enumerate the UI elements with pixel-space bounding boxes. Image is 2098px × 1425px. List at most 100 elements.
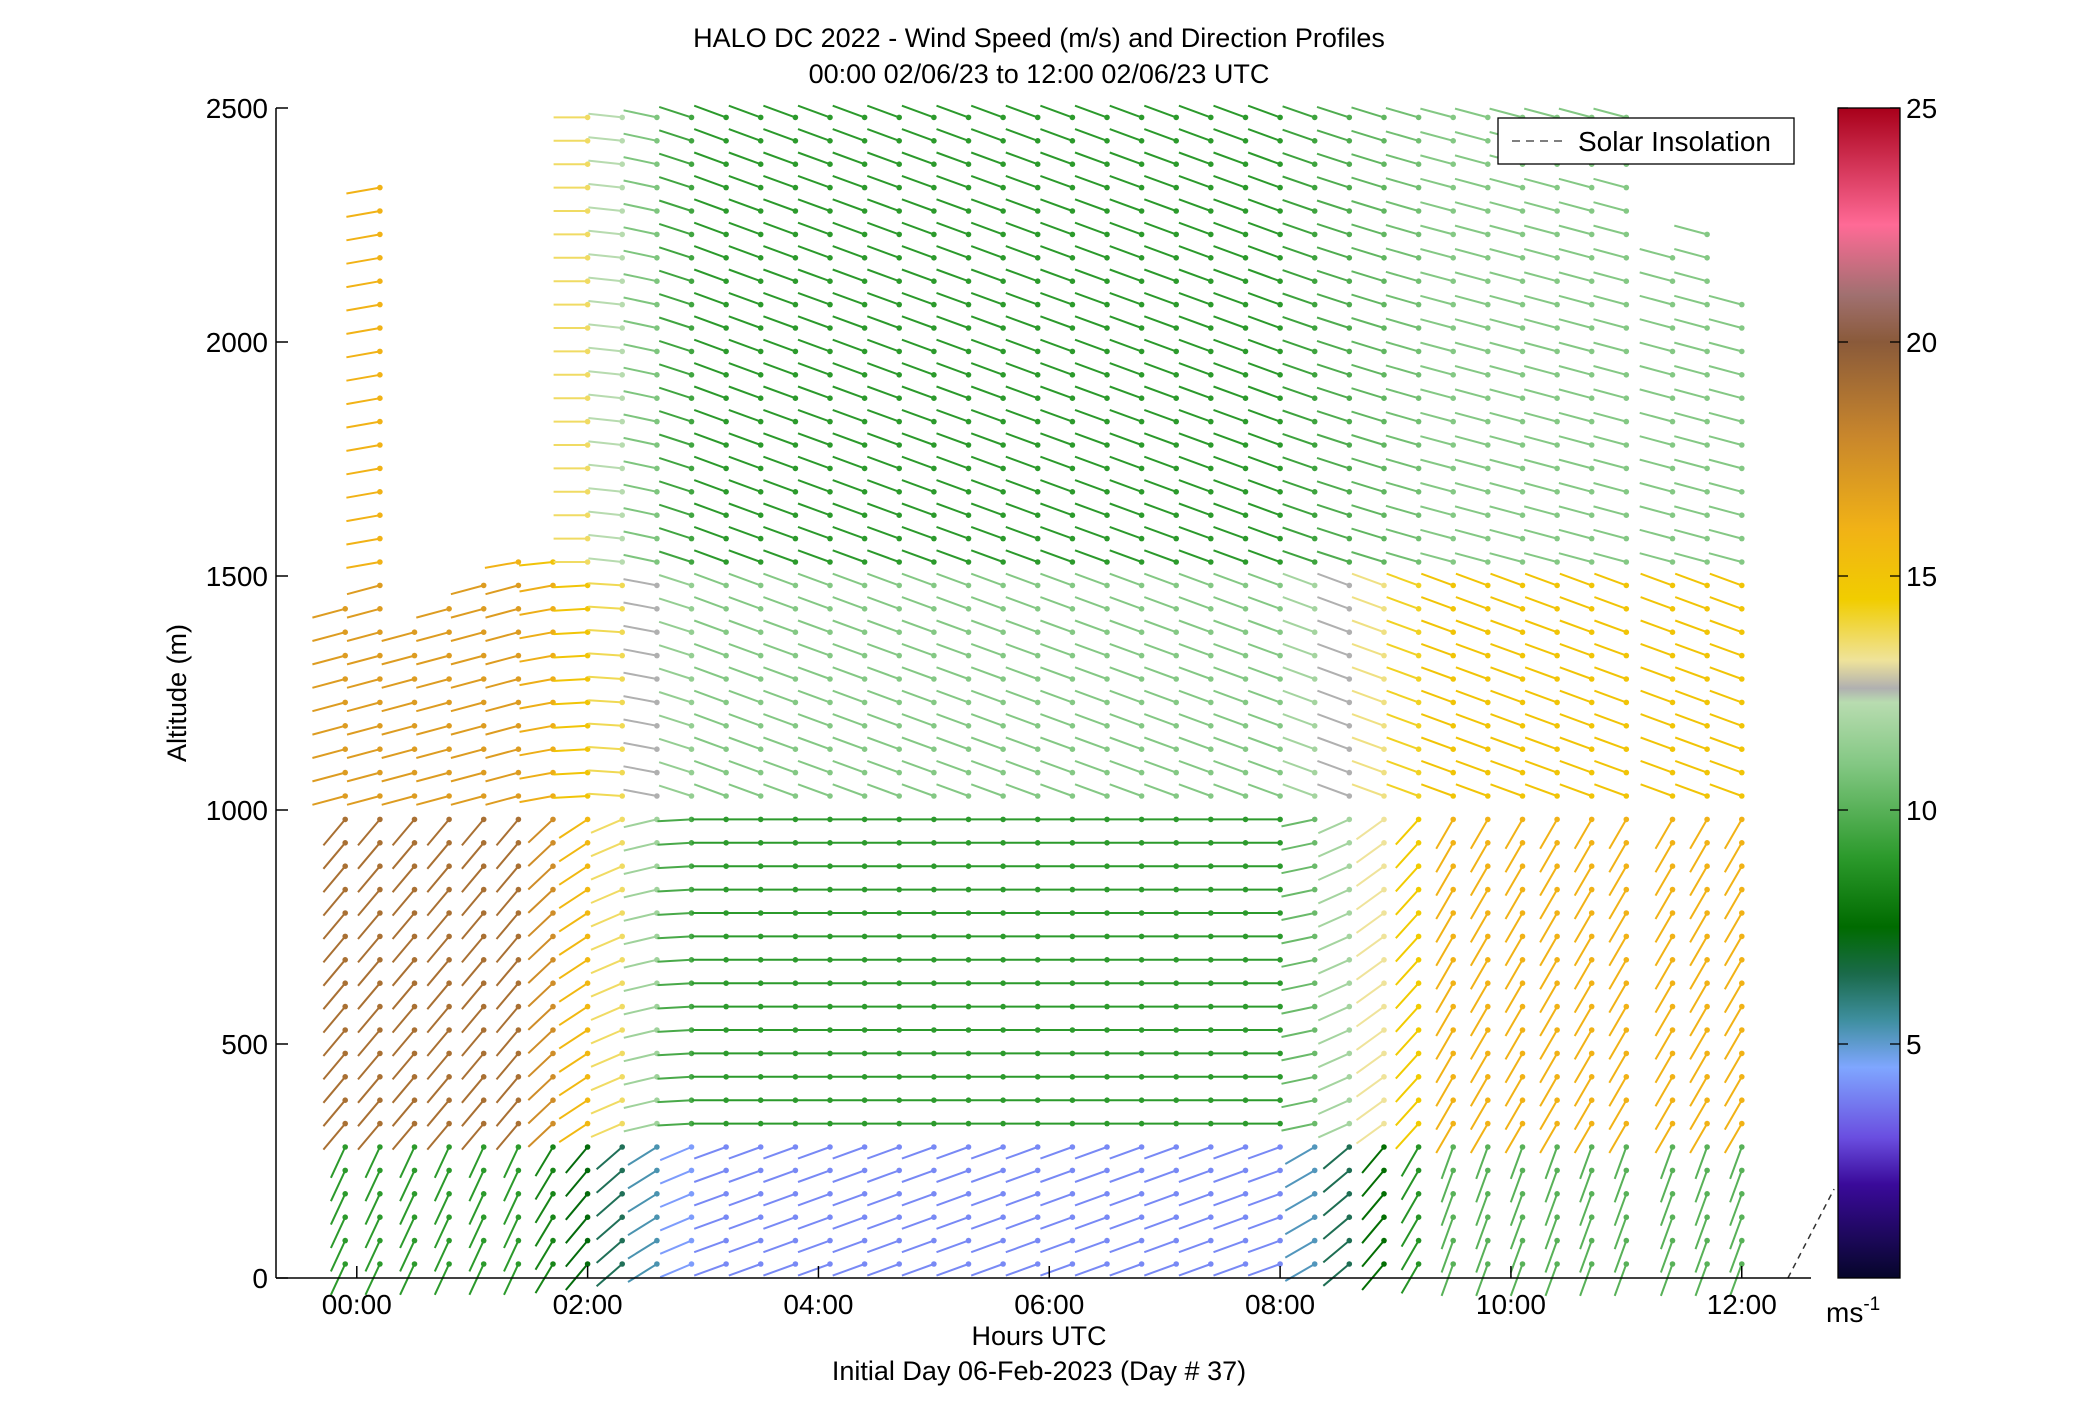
wind-vector <box>970 525 1004 540</box>
wind-vector-head <box>584 138 591 144</box>
wind-vector-head <box>827 863 833 869</box>
wind-vector-head <box>1415 1144 1422 1150</box>
wind-vector <box>588 463 623 470</box>
wind-vector <box>1213 104 1246 119</box>
wind-vector-head <box>411 1237 418 1244</box>
wind-vector <box>558 1029 589 1050</box>
wind-vector <box>1539 889 1558 920</box>
wind-vector-head <box>1739 886 1745 893</box>
wind-vector <box>970 221 1004 236</box>
wind-vector-head <box>584 1003 591 1010</box>
wind-vector <box>1282 175 1316 189</box>
wind-vector <box>1420 248 1454 259</box>
wind-vector-head <box>1623 1120 1630 1127</box>
wind-vector-head <box>1173 489 1179 495</box>
wind-vector-head <box>1346 254 1353 261</box>
wind-vector <box>1435 935 1455 967</box>
wind-vector-head <box>1069 184 1076 191</box>
wind-vector <box>866 1263 900 1277</box>
wind-vector-head <box>965 161 972 167</box>
wind-vector <box>1317 912 1350 928</box>
wind-vector <box>763 642 796 657</box>
wind-vector-head <box>342 699 349 706</box>
wind-vector <box>1674 505 1708 517</box>
wind-vector-head <box>1311 535 1318 542</box>
wind-vector <box>461 1052 485 1081</box>
wind-vector <box>658 316 692 329</box>
wind-vector <box>832 408 865 423</box>
wind-vector <box>1040 198 1073 212</box>
wind-vector-head <box>1208 465 1214 472</box>
wind-vector <box>658 456 692 470</box>
wind-vector <box>1040 619 1073 634</box>
wind-vector <box>901 642 935 657</box>
wind-vector-head <box>896 418 902 425</box>
wind-vector-head <box>792 442 799 448</box>
wind-vector <box>1178 432 1212 446</box>
wind-vector <box>1074 689 1108 704</box>
wind-vector-head <box>1069 629 1076 635</box>
wind-vector-head <box>1739 699 1745 706</box>
wind-vector-head <box>1588 863 1595 869</box>
wind-vector-head <box>584 231 591 238</box>
wind-vector <box>728 221 762 236</box>
wind-vector-head <box>896 1214 902 1220</box>
wind-vector <box>1178 666 1212 680</box>
wind-vector-head <box>1623 231 1630 238</box>
wind-vector-head <box>1208 184 1214 191</box>
wind-vector-head <box>965 629 972 635</box>
wind-vector <box>558 1099 589 1120</box>
wind-vector-head <box>1450 1027 1456 1033</box>
wind-vector <box>519 654 554 663</box>
wind-vector-head <box>1138 582 1145 589</box>
wind-vector <box>346 444 381 452</box>
wind-vector-head <box>1588 1003 1595 1010</box>
wind-vector-head <box>515 1261 522 1267</box>
wind-vector <box>558 1052 589 1073</box>
wind-vector-head <box>1138 114 1145 121</box>
wind-vector-head <box>1000 629 1006 635</box>
wind-vector-head <box>931 114 937 121</box>
wind-vector-head <box>1346 816 1353 823</box>
wind-vector-head <box>446 1120 452 1127</box>
wind-vector-head <box>1623 652 1630 659</box>
wind-vector-head <box>1588 184 1595 191</box>
wind-vector <box>1694 1193 1709 1227</box>
wind-vector <box>1316 129 1350 142</box>
wind-vector-head <box>1311 161 1318 167</box>
wind-vector-head <box>411 629 418 635</box>
wind-vector-head <box>1519 1261 1526 1267</box>
wind-vector-head <box>515 746 522 752</box>
wind-vector-head <box>931 1003 937 1010</box>
wind-vector-head <box>1739 933 1745 940</box>
wind-vector-head <box>1277 418 1283 425</box>
y-tick-label: 2500 <box>206 93 268 124</box>
wind-vector <box>1469 1123 1489 1154</box>
wind-vector-head <box>965 348 972 355</box>
wind-vector <box>588 206 623 212</box>
wind-vector <box>495 818 520 847</box>
wind-vector-head <box>446 957 452 963</box>
wind-vector <box>1351 270 1385 283</box>
wind-vector <box>1654 865 1674 897</box>
wind-vector-head <box>1588 746 1595 752</box>
wind-vector-head <box>688 559 695 565</box>
wind-vector-head <box>1173 1261 1179 1267</box>
wind-vector-head <box>584 1237 591 1244</box>
wind-vector <box>322 1005 346 1034</box>
wind-vector-head <box>1208 582 1214 589</box>
wind-vector-head <box>1311 1214 1318 1220</box>
wind-vector <box>657 935 692 940</box>
wind-vector-head <box>1208 723 1214 729</box>
wind-vector <box>832 689 865 704</box>
wind-vector-head <box>1623 348 1630 355</box>
wind-vector-head <box>757 161 764 167</box>
wind-vector <box>346 490 381 499</box>
wind-vector <box>1074 783 1108 797</box>
wind-vector-head <box>1173 699 1179 706</box>
wind-vector <box>1694 1216 1709 1250</box>
wind-vector-head <box>792 489 799 495</box>
wind-vector-head <box>377 1050 383 1057</box>
wind-vector <box>1708 458 1743 470</box>
wind-vector-head <box>480 793 487 799</box>
